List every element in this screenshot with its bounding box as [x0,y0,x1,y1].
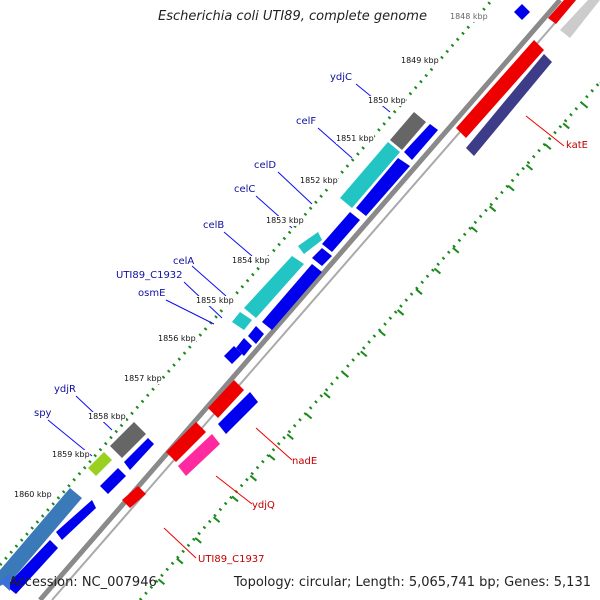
gene-spy[interactable] [88,452,112,476]
gene-fwd-2[interactable] [356,158,410,216]
inner-tick [507,184,515,192]
gene-nadE-blue[interactable] [218,392,258,434]
gene-label-celD[interactable]: celD [254,160,277,171]
gene-label-celB[interactable]: celB [203,220,225,231]
gene-fwd-12[interactable] [6,540,58,594]
gene-katE[interactable] [456,40,544,138]
gene-label-spy[interactable]: spy [34,408,52,419]
inner-tick [488,205,497,213]
backbone-outer [38,0,562,600]
gene-fwd-9[interactable] [124,438,154,470]
kbp-tick-label: 1857 kbp [124,374,162,384]
inner-tick [323,392,331,399]
inner-tick [562,122,570,130]
accession-text: Accession: NC_007946 [9,575,157,590]
gene-label-celC[interactable]: celC [234,184,256,195]
inner-dotted-track [138,81,600,600]
inner-tick [396,309,405,316]
kbp-tick-label: 1852 kbp [300,176,338,186]
inner-tick [525,164,534,171]
inner-tick [304,412,313,420]
inner-tick [212,516,221,523]
gene-fwd-top[interactable] [514,4,530,20]
rev-leaders [163,115,565,559]
inner-tick [470,226,478,233]
gene-label-osmE[interactable]: osmE [138,288,166,299]
scroll-left-arrow[interactable] [0,573,10,591]
gene-steelblue[interactable] [0,488,82,586]
inner-tick [194,537,202,544]
kbp-tick-label: 1850 kbp [368,96,406,106]
kbp-tick-label: 1856 kbp [158,334,196,344]
kbp-tick-label: 1851 kbp [336,134,374,144]
inner-tick [341,371,350,378]
kbp-tick-label: 1849 kbp [401,56,439,66]
gene-fwd-11[interactable] [56,500,96,540]
gene-fwd-7[interactable] [236,338,252,356]
gene-top-grey[interactable] [560,0,600,38]
gene-fwd-3[interactable] [322,212,360,252]
inner-tick [268,454,276,461]
gene-fwd-8[interactable] [224,346,242,364]
gene-label-UTI89_C1937[interactable]: UTI89_C1937 [198,554,265,565]
kbp-tick-label: 1855 kbp [196,296,234,306]
inner-tick [360,350,368,358]
topology-text: Topology: circular; Length: 5,065,741 bp… [233,575,591,590]
kbp-tick-label: 1858 kbp [88,412,126,422]
gene-fwd-4[interactable] [312,248,332,266]
gene-label-nadE[interactable]: nadE [292,456,318,467]
gene-label-ydjQ[interactable]: ydjQ [252,500,275,511]
inner-tick-marks [140,82,600,600]
inner-tick [249,474,258,482]
gene-katE-2[interactable] [466,54,552,156]
kbp-tick-label: 1854 kbp [232,256,270,266]
gene-label-celA[interactable]: celA [173,256,195,267]
inner-tick [415,288,423,295]
inner-tick [433,267,442,275]
kbp-tick-label: 1848 kbp [450,12,488,22]
gene-label-ydjR[interactable]: ydjR [54,384,76,395]
gene-nadE[interactable] [208,380,244,418]
gene-top-red[interactable] [548,0,576,24]
outer-dotted-track [0,0,494,566]
kbp-tick-label: 1860 kbp [14,490,52,500]
gene-fwd-5[interactable] [262,264,322,330]
gene-label-ydjC[interactable]: ydjC [330,72,353,83]
inner-tick [452,246,460,254]
map-title: Escherichia coli UTI89, complete genome [158,9,427,24]
gene-celA[interactable] [232,312,252,330]
gene-fwd-1[interactable] [404,124,438,160]
inner-tick [286,433,294,441]
inner-tick [231,495,239,503]
gene-label-katE[interactable]: katE [566,140,588,151]
gene-label-celF[interactable]: celF [296,116,317,127]
inner-tick [157,578,166,586]
gene-ydjR[interactable] [110,422,146,458]
gene-ydjQ[interactable] [178,434,220,476]
gene-fwd-6[interactable] [248,326,264,344]
inner-tick [378,329,386,337]
inner-tick [176,557,184,565]
kbp-tick-label: 1853 kbp [266,216,304,226]
gene-red-mid[interactable] [166,422,206,462]
gene-UTI89_C1937[interactable] [122,486,146,508]
gene-celC-celB[interactable] [244,256,304,318]
gene-ydjC[interactable] [390,112,426,150]
gene-fwd-10[interactable] [100,468,126,494]
gene-celF[interactable] [340,142,400,208]
kbp-tick-label: 1859 kbp [52,450,90,460]
inner-tick [544,143,552,150]
gene-celD[interactable] [298,232,322,254]
inner-tick [580,101,589,109]
gene-label-UTI89_C1932[interactable]: UTI89_C1932 [116,270,183,281]
